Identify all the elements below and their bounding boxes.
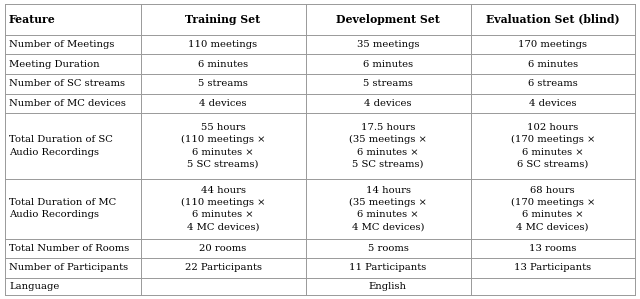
Text: Total Duration of SC
Audio Recordings: Total Duration of SC Audio Recordings	[9, 135, 113, 157]
Text: Number of MC devices: Number of MC devices	[9, 99, 126, 108]
Text: 5 rooms: 5 rooms	[367, 244, 408, 253]
Text: 14 hours
(35 meetings ×
6 minutes ×
4 MC devices): 14 hours (35 meetings × 6 minutes × 4 MC…	[349, 186, 427, 231]
Text: 35 meetings: 35 meetings	[356, 40, 419, 49]
Text: 102 hours
(170 meetings ×
6 minutes ×
6 SC streams): 102 hours (170 meetings × 6 minutes × 6 …	[511, 123, 595, 169]
Text: 6 minutes: 6 minutes	[198, 60, 248, 69]
Text: Number of Participants: Number of Participants	[9, 263, 128, 272]
Text: 13 Participants: 13 Participants	[514, 263, 591, 272]
Text: Language: Language	[9, 282, 60, 291]
Text: 170 meetings: 170 meetings	[518, 40, 587, 49]
Text: Number of SC streams: Number of SC streams	[9, 80, 125, 89]
Text: Training Set: Training Set	[186, 14, 260, 25]
Text: 5 streams: 5 streams	[198, 80, 248, 89]
Text: Meeting Duration: Meeting Duration	[9, 60, 100, 69]
Text: 4 devices: 4 devices	[364, 99, 412, 108]
Text: 6 minutes: 6 minutes	[527, 60, 578, 69]
Text: English: English	[369, 282, 406, 291]
Text: Development Set: Development Set	[336, 14, 440, 25]
Text: 6 minutes: 6 minutes	[363, 60, 413, 69]
Text: 17.5 hours
(35 meetings ×
6 minutes ×
5 SC streams): 17.5 hours (35 meetings × 6 minutes × 5 …	[349, 123, 427, 169]
Text: Number of Meetings: Number of Meetings	[9, 40, 115, 49]
Text: 4 devices: 4 devices	[529, 99, 577, 108]
Text: 22 Participants: 22 Participants	[184, 263, 262, 272]
Text: Feature: Feature	[9, 14, 56, 25]
Text: Total Number of Rooms: Total Number of Rooms	[9, 244, 129, 253]
Text: 13 rooms: 13 rooms	[529, 244, 577, 253]
Text: Total Duration of MC
Audio Recordings: Total Duration of MC Audio Recordings	[9, 198, 116, 219]
Text: 68 hours
(170 meetings ×
6 minutes ×
4 MC devices): 68 hours (170 meetings × 6 minutes × 4 M…	[511, 186, 595, 231]
Text: 20 rooms: 20 rooms	[200, 244, 246, 253]
Text: 55 hours
(110 meetings ×
6 minutes ×
5 SC streams): 55 hours (110 meetings × 6 minutes × 5 S…	[180, 123, 265, 169]
Text: 5 streams: 5 streams	[363, 80, 413, 89]
Text: 44 hours
(110 meetings ×
6 minutes ×
4 MC devices): 44 hours (110 meetings × 6 minutes × 4 M…	[180, 186, 265, 231]
Text: Evaluation Set (blind): Evaluation Set (blind)	[486, 14, 620, 25]
Text: 4 devices: 4 devices	[199, 99, 247, 108]
Text: 11 Participants: 11 Participants	[349, 263, 427, 272]
Text: 110 meetings: 110 meetings	[188, 40, 257, 49]
Text: 6 streams: 6 streams	[528, 80, 577, 89]
